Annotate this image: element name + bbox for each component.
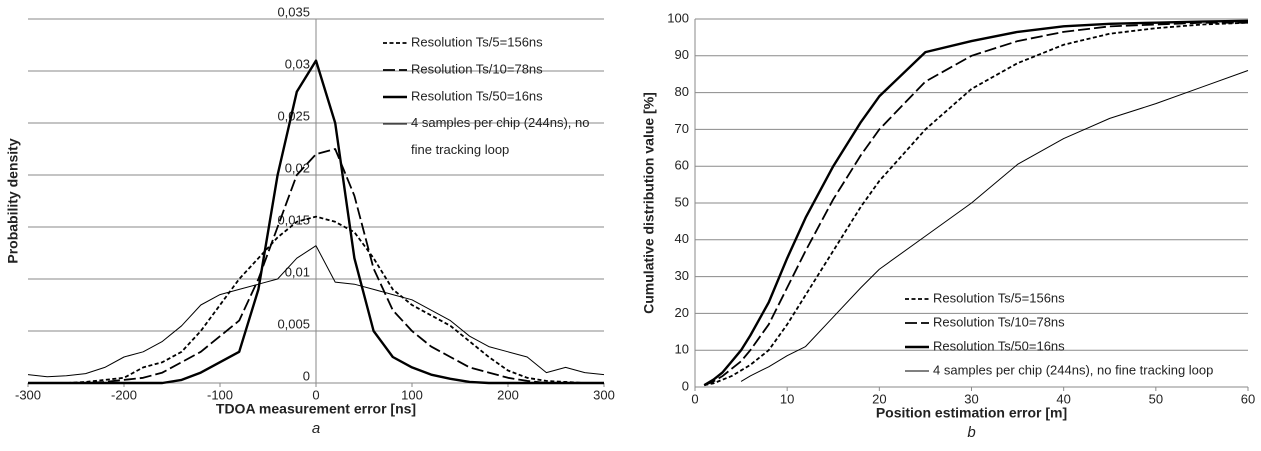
caption: a xyxy=(312,420,320,437)
legend-line: fine tracking loop xyxy=(411,142,509,157)
legend-label: 4 samples per chip (244ns), no fine track… xyxy=(411,115,589,157)
x-tick-label: -200 xyxy=(111,387,137,402)
x-tick-label: 200 xyxy=(497,387,519,402)
y-tick-label: 90 xyxy=(675,47,689,62)
y-tick-label: 0 xyxy=(682,378,689,393)
x-tick-label: 300 xyxy=(593,387,615,402)
y-tick-label: 30 xyxy=(675,268,689,283)
x-tick-label: 0 xyxy=(312,387,319,402)
x-tick-label: 10 xyxy=(780,391,794,406)
x-tick-label: 60 xyxy=(1241,391,1255,406)
legend-label: 4 samples per chip (244ns), no fine trac… xyxy=(933,362,1213,377)
y-axis-title: Probability density xyxy=(5,138,21,263)
x-tick-label: -300 xyxy=(15,387,41,402)
x-tick-label: 0 xyxy=(691,391,698,406)
x-tick-label: 40 xyxy=(1056,391,1070,406)
series-line xyxy=(703,21,1248,386)
y-tick-label: 0 xyxy=(303,368,310,383)
y-tick-label: 20 xyxy=(675,305,689,320)
y-tick-label: 0,015 xyxy=(277,212,310,227)
series-line xyxy=(28,148,604,384)
series-line xyxy=(27,245,605,378)
series-line xyxy=(28,215,604,384)
y-tick-label: 0,035 xyxy=(277,4,310,19)
y-axis-title: Cumulative distribution value [%] xyxy=(641,92,657,314)
series-line xyxy=(740,70,1249,382)
y-tick-label: 70 xyxy=(675,121,689,136)
x-tick-label: 50 xyxy=(1149,391,1163,406)
legend-label: Resolution Ts/50=16ns xyxy=(411,88,543,103)
x-axis-title: Position estimation error [m] xyxy=(876,405,1067,421)
legend-label: Resolution Ts/10=78ns xyxy=(411,61,543,76)
y-tick-label: 0,02 xyxy=(285,160,310,175)
y-tick-label: 60 xyxy=(675,158,689,173)
legend-label: Resolution Ts/5=156ns xyxy=(933,290,1065,305)
x-tick-label: 20 xyxy=(872,391,886,406)
y-tick-label: 0,01 xyxy=(285,264,310,279)
y-tick-label: 100 xyxy=(667,10,689,25)
x-tick-label: 100 xyxy=(401,387,423,402)
y-tick-label: 50 xyxy=(675,194,689,209)
caption: b xyxy=(967,424,975,441)
x-axis-title: TDOA measurement error [ns] xyxy=(216,401,416,417)
legend-line: 4 samples per chip (244ns), no xyxy=(411,115,589,130)
series-line xyxy=(703,19,1249,387)
y-tick-label: 0,03 xyxy=(285,56,310,71)
y-tick-label: 80 xyxy=(675,84,689,99)
y-tick-label: 40 xyxy=(675,231,689,246)
series-line xyxy=(28,59,604,385)
series-line xyxy=(704,21,1249,387)
x-tick-label: 30 xyxy=(964,391,978,406)
legend-label: Resolution Ts/5=156ns xyxy=(411,34,543,49)
y-tick-label: 10 xyxy=(675,342,689,357)
y-tick-label: 0,005 xyxy=(277,316,310,331)
legend-label: Resolution Ts/50=16ns xyxy=(933,338,1065,353)
legend-label: Resolution Ts/10=78ns xyxy=(933,314,1065,329)
x-tick-label: -100 xyxy=(207,387,233,402)
y-tick-label: 0,025 xyxy=(277,108,310,123)
